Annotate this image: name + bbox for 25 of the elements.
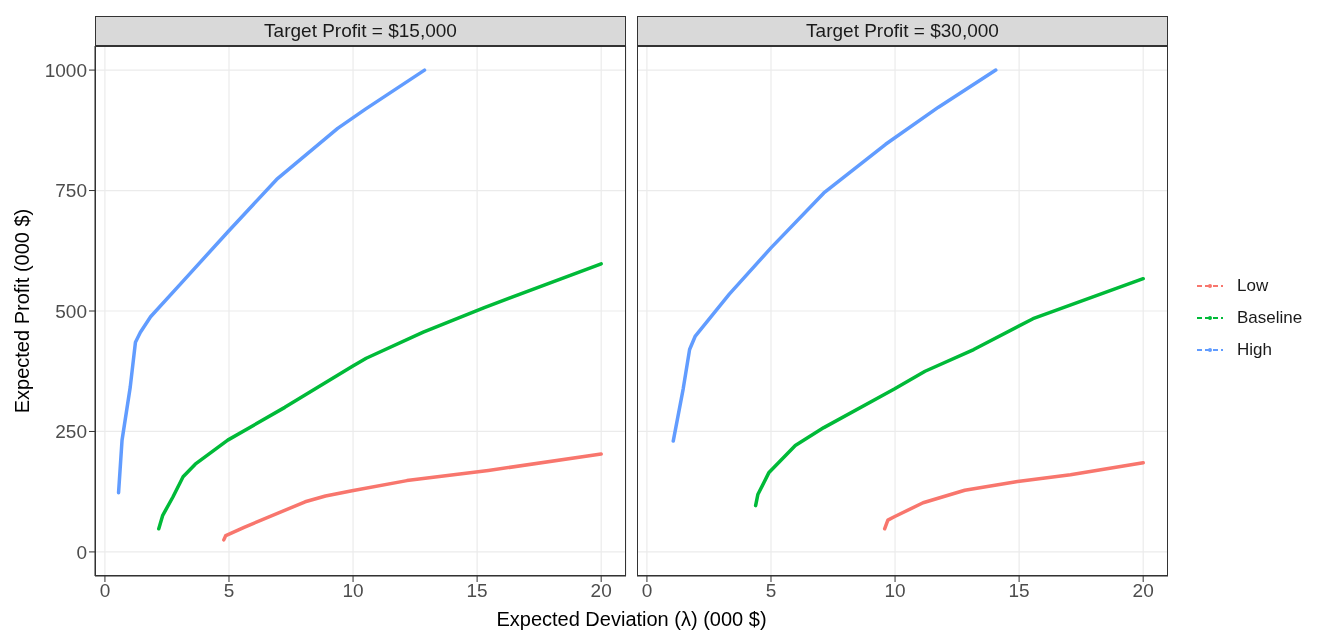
x-tick-label: 10 — [884, 580, 906, 602]
x-tick-label: 20 — [1132, 580, 1154, 602]
x-tick-label: 0 — [99, 580, 111, 602]
facet-strip: Target Profit = $30,000 — [637, 16, 1168, 46]
legend-label: Baseline — [1237, 308, 1303, 328]
x-tick-label: 0 — [641, 580, 653, 602]
line-series — [116, 68, 427, 495]
x-tick-label: 15 — [1008, 580, 1030, 602]
x-tick-label: 15 — [466, 580, 488, 602]
x-tick-label: 5 — [223, 580, 235, 602]
x-tick-label: 10 — [342, 580, 364, 602]
y-tick-label: 0 — [76, 541, 87, 563]
x-axis-title: Expected Deviation (λ) (000 $) — [495, 608, 768, 631]
line-series — [157, 262, 603, 531]
legend-label: High — [1237, 340, 1272, 360]
y-axis-title: Expected Profit (000 $) — [10, 208, 34, 414]
y-tick-label: 750 — [55, 180, 87, 202]
y-tick-label: 1000 — [44, 59, 87, 81]
y-tick-label: 500 — [55, 300, 87, 322]
y-tick-label: 250 — [55, 421, 87, 443]
line-series — [222, 452, 603, 542]
x-tick-label: 20 — [590, 580, 612, 602]
legend-label: Low — [1237, 276, 1269, 296]
x-tick-label: 5 — [765, 580, 777, 602]
facet-strip: Target Profit = $15,000 — [95, 16, 626, 46]
